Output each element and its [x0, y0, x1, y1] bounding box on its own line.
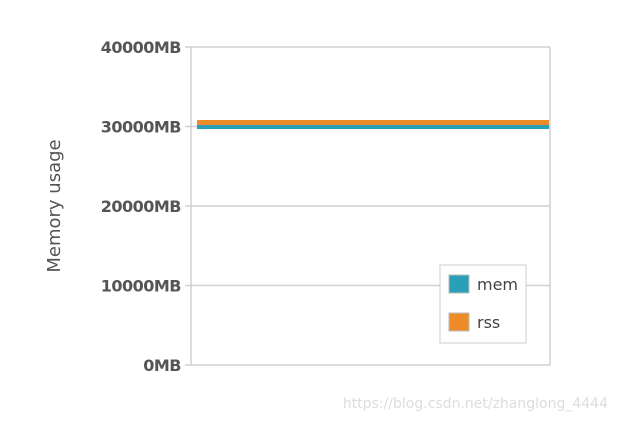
legend-label-mem: mem: [477, 275, 518, 294]
y-tick-label: 20000MB: [101, 197, 182, 216]
y-axis-label: Memory usage: [44, 139, 65, 272]
y-tick-labels: 0MB 10000MB 20000MB 30000MB 40000MB: [101, 38, 182, 375]
series-lines: [197, 120, 549, 129]
y-tick-label: 0MB: [143, 356, 181, 375]
legend-swatch-mem: [448, 274, 470, 294]
y-tick-label: 10000MB: [101, 277, 182, 296]
legend: mem rss: [439, 264, 527, 344]
legend-label-rss: rss: [477, 313, 500, 332]
y-tick-label: 30000MB: [101, 118, 182, 137]
y-tick-label: 40000MB: [101, 38, 182, 57]
legend-swatch-rss: [448, 312, 470, 332]
watermark: https://blog.csdn.net/zhanglong_4444: [343, 396, 608, 412]
